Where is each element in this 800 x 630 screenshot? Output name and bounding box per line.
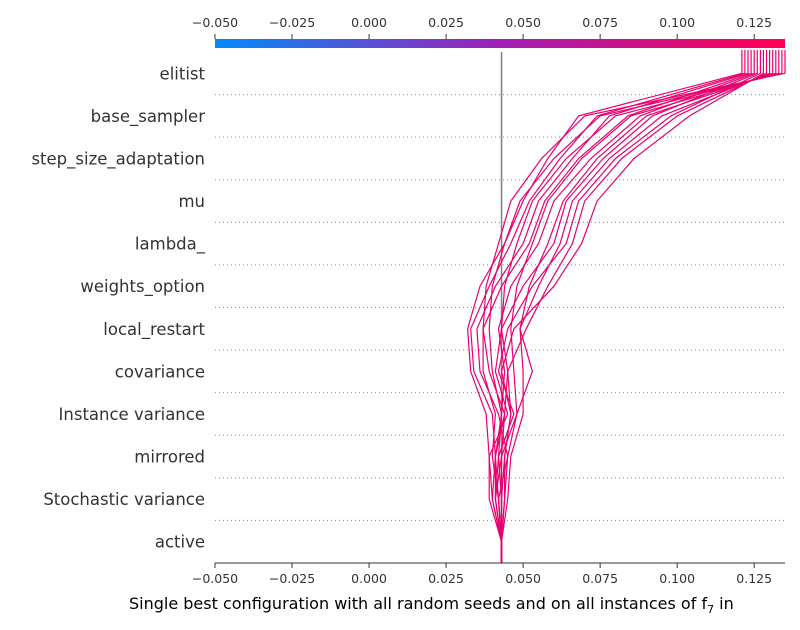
decision-line	[494, 50, 768, 563]
colorbar-tick-label: −0.050	[192, 15, 238, 30]
feature-labels: elitist base_sampler step_size_adaptationm…	[31, 64, 205, 551]
x-tick-label: 0.000	[351, 571, 387, 586]
x-tick-label: 0.050	[505, 571, 541, 586]
decision-line	[500, 50, 771, 563]
feature-gridlines	[215, 94, 785, 521]
colorbar-tick-label: 0.100	[659, 15, 695, 30]
decision-lines	[466, 50, 786, 563]
x-tick-label: −0.025	[269, 571, 315, 586]
decision-line	[491, 50, 755, 563]
colorbar-tick-label: −0.025	[269, 15, 315, 30]
feature-label: Stochastic variance	[43, 490, 205, 509]
feature-label: elitist	[160, 64, 206, 83]
feature-label: weights_option	[80, 277, 205, 297]
x-tick-label: 0.025	[428, 571, 464, 586]
x-tick-label: 0.075	[582, 571, 618, 586]
decision-line	[482, 50, 752, 563]
x-tick-label: 0.125	[736, 571, 772, 586]
colorbar-tick-label: 0.000	[351, 15, 387, 30]
colorbar-gradient	[215, 39, 785, 48]
decision-line	[466, 50, 743, 563]
decision-line	[488, 50, 758, 563]
feature-label: base_sampler	[91, 107, 206, 127]
feature-label: step_size_adaptation	[31, 149, 205, 169]
x-tick-label: −0.050	[192, 571, 238, 586]
decision-line	[500, 50, 765, 563]
decision-line	[500, 50, 774, 563]
colorbar-tick-label: 0.050	[505, 15, 541, 30]
colorbar	[215, 39, 785, 48]
decision-line	[488, 50, 783, 563]
feature-label: active	[155, 533, 205, 552]
decision-line	[476, 50, 749, 563]
x-axis-label: Single best configuration with all rando…	[129, 594, 734, 616]
feature-label: mirrored	[134, 448, 205, 467]
x-tick-label: 0.100	[659, 571, 695, 586]
decision-line	[470, 50, 746, 563]
feature-label: local_restart	[103, 320, 205, 340]
axes: −0.050 −0.050 −0.025 −0.025 0.000 0.000 0.025 0…	[192, 15, 785, 586]
feature-label: mu	[178, 192, 205, 211]
colorbar-tick-label: 0.025	[428, 15, 464, 30]
feature-label: lambda_	[135, 235, 206, 255]
feature-label: covariance	[115, 362, 205, 381]
decision-line	[500, 50, 777, 563]
colorbar-tick-label: 0.125	[736, 15, 772, 30]
feature-label: Instance variance	[59, 405, 205, 424]
colorbar-tick-label: 0.075	[582, 15, 618, 30]
